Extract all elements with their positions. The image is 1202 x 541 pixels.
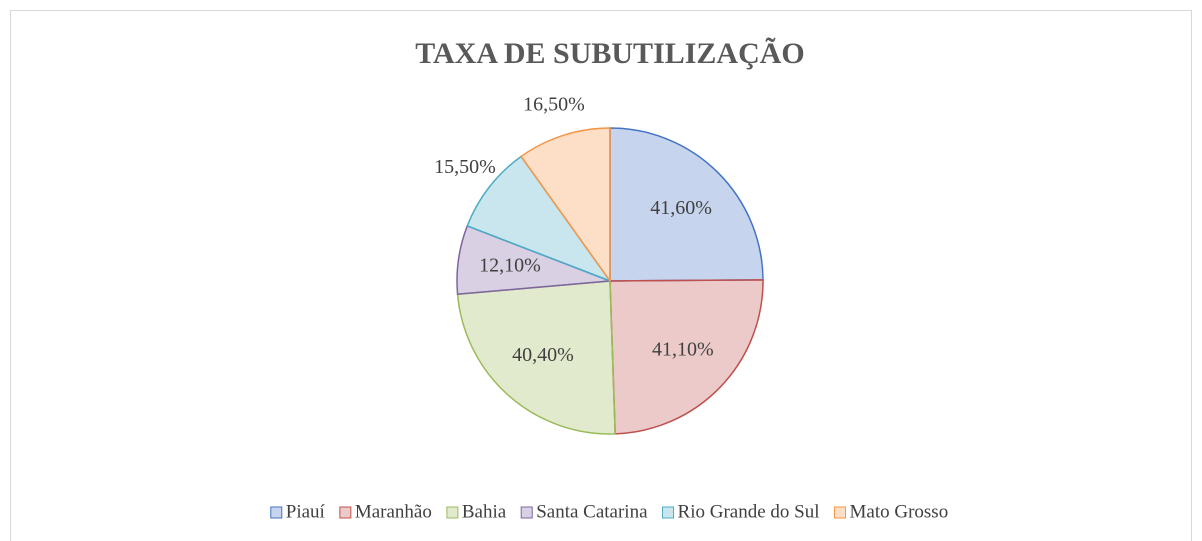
data-label: 15,50% (434, 156, 496, 178)
legend-swatch (834, 506, 847, 519)
chart-border (10, 10, 1192, 541)
legend-label: Mato Grosso (850, 501, 949, 522)
data-label: 40,40% (512, 344, 574, 366)
legend-label: Rio Grande do Sul (678, 501, 820, 522)
legend-swatch (446, 506, 459, 519)
data-label: 41,60% (650, 197, 712, 219)
legend-swatch (270, 506, 283, 519)
pie-slice (609, 127, 764, 282)
data-label: 16,50% (523, 94, 585, 116)
legend-label: Santa Catarina (536, 501, 648, 522)
legend-swatch (520, 506, 533, 519)
pie-slice (456, 280, 616, 435)
data-label: 41,10% (652, 339, 714, 361)
pie-slice (466, 155, 613, 283)
data-label: 12,10% (479, 254, 541, 276)
legend-label: Maranhão (355, 501, 432, 522)
pie-slice (609, 279, 764, 435)
legend-swatch (339, 506, 352, 519)
legend-label: Piauí (286, 501, 326, 522)
chart-title: TAXA DE SUBUTILIZAÇÃO (415, 37, 805, 70)
legend-swatch (662, 506, 675, 519)
pie-slice (520, 127, 611, 284)
legend-label: Bahia (462, 501, 507, 522)
